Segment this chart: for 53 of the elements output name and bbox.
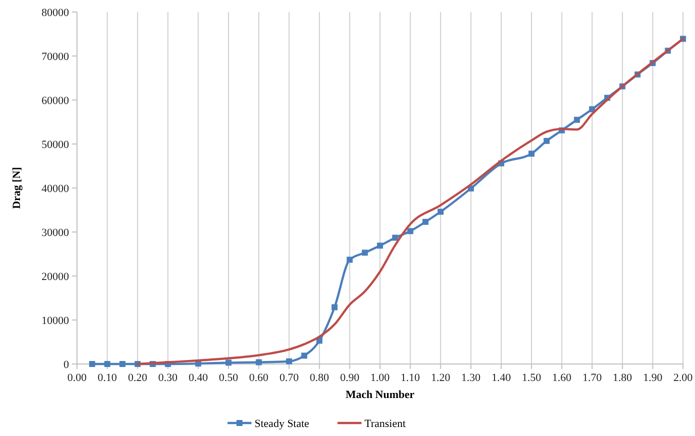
x-tick-label: 1.50: [522, 372, 542, 384]
y-tick-label: 40000: [42, 183, 70, 195]
point: [528, 150, 534, 157]
y-tick-label: 50000: [42, 139, 70, 151]
x-tick-label: 0.60: [249, 372, 269, 384]
x-tick-label: 0.00: [67, 372, 88, 384]
point: [422, 218, 428, 225]
x-tick-label: 1.80: [612, 372, 633, 384]
legend-label: Steady State: [254, 418, 310, 430]
x-axis-title: Mach Number: [346, 389, 414, 401]
y-axis-title: Drag [N]: [11, 167, 23, 209]
point: [226, 360, 232, 366]
point: [589, 106, 596, 112]
x-tick-label: 2.00: [673, 372, 694, 384]
x-tick-label: 1.20: [430, 372, 451, 384]
x-tick-label: 0.10: [98, 372, 118, 384]
x-tick-label: 0.50: [218, 372, 239, 384]
point: [392, 234, 398, 241]
y-tick-label: 20000: [42, 271, 70, 283]
point: [119, 361, 126, 367]
x-tick-label: 1.40: [492, 372, 512, 384]
x-tick-label: 0.40: [188, 372, 208, 384]
point: [332, 304, 338, 310]
point: [362, 250, 368, 256]
x-tick-label: 1.90: [643, 372, 663, 384]
y-tick-label: 60000: [42, 95, 70, 107]
x-tick-label: 1.70: [582, 372, 602, 384]
x-tick-label: 0.30: [158, 372, 178, 384]
point: [544, 138, 550, 144]
x-tick-label: 1.30: [461, 372, 482, 384]
point: [301, 352, 308, 359]
x-tick-label: 1.60: [552, 372, 572, 384]
point: [407, 228, 414, 234]
y-tick-label: 70000: [42, 51, 70, 63]
point: [89, 361, 96, 367]
x-tick-label: 0.80: [310, 372, 330, 384]
point: [377, 242, 383, 249]
x-tick-label: 0.90: [340, 372, 360, 384]
point: [286, 358, 292, 364]
point: [346, 256, 353, 263]
x-tick-label: 1.10: [400, 372, 420, 384]
x-tick-label: 1.00: [370, 372, 390, 384]
y-tick-label: 0: [64, 359, 70, 371]
y-tick-label: 10000: [42, 315, 70, 327]
point: [438, 208, 444, 215]
x-tick-label: 0.70: [279, 372, 300, 384]
point: [574, 116, 580, 123]
y-tick-label: 30000: [42, 227, 70, 239]
point: [256, 359, 262, 366]
legend-label: Transient: [364, 418, 406, 430]
y-tick-label: 80000: [42, 7, 70, 19]
x-tick-label: 0.20: [128, 372, 148, 384]
point: [104, 361, 110, 367]
